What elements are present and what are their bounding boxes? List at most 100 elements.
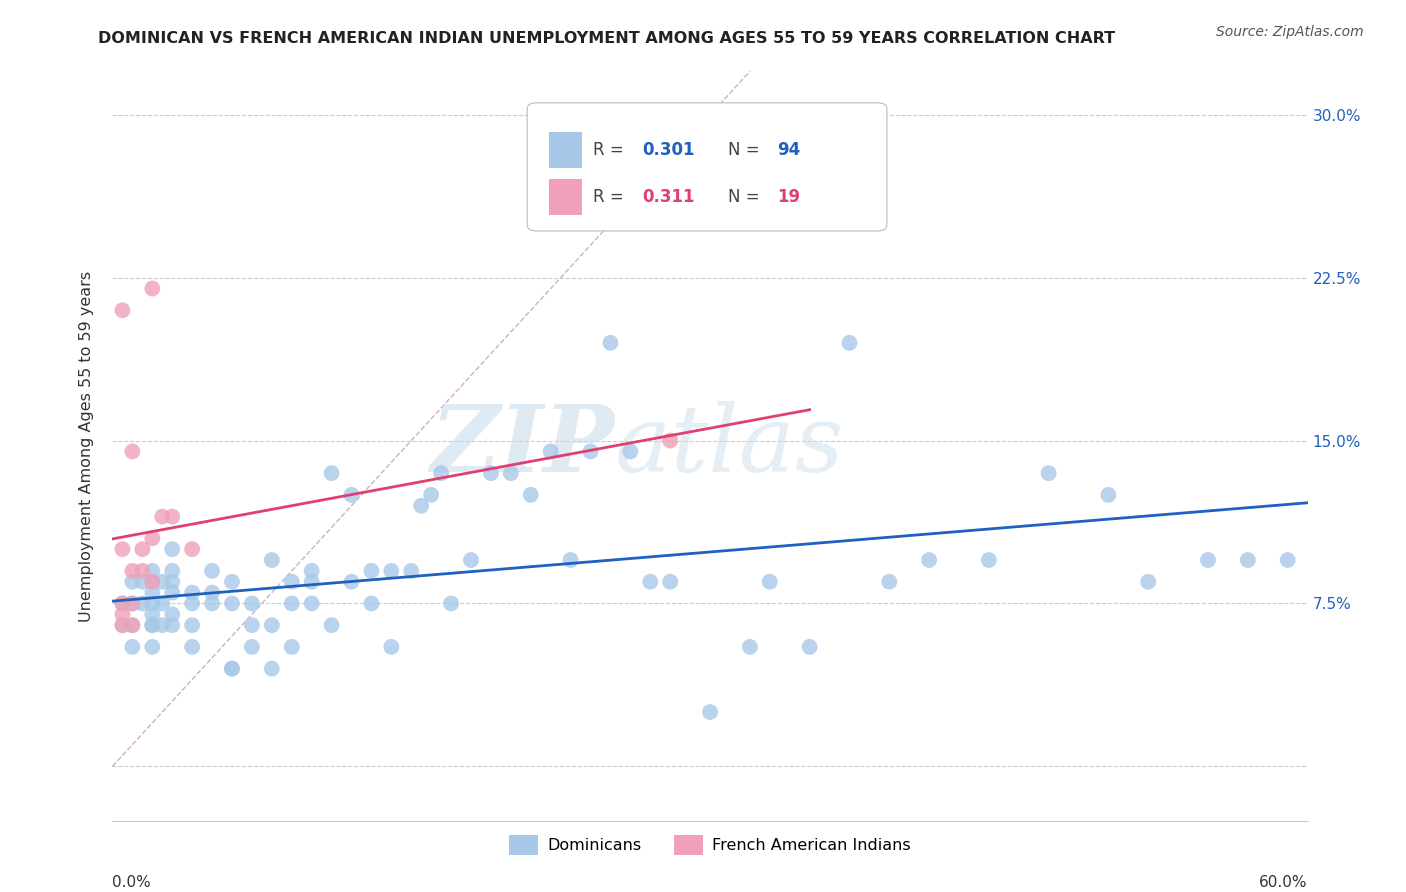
Point [1197,553,1219,567]
Point [111,607,134,622]
Point [360,564,382,578]
Point [201,597,224,611]
Point [260,553,283,567]
Point [599,335,621,350]
Point [738,640,761,654]
Point [977,553,1000,567]
Point [141,574,163,589]
Text: atlas: atlas [614,401,844,491]
Point [640,574,662,589]
Point [141,618,163,632]
Point [121,640,143,654]
Point [162,585,183,599]
Point [659,434,682,448]
Point [131,564,153,578]
Point [340,574,363,589]
Point [150,574,173,589]
Point [121,618,143,632]
Point [579,444,602,458]
Point [1038,466,1060,480]
Point [141,574,163,589]
Point [479,466,502,480]
Point [121,444,143,458]
Point [111,303,134,318]
Point [281,597,304,611]
Point [759,574,782,589]
Point [141,618,163,632]
Point [240,618,263,632]
Point [162,618,183,632]
Point [111,618,134,632]
Text: 19: 19 [778,188,800,206]
Point [181,618,204,632]
Point [560,553,582,567]
Point [918,553,941,567]
Point [181,585,204,599]
Text: 0.0%: 0.0% [112,875,152,890]
Point [321,466,343,480]
Point [131,597,153,611]
Text: R =: R = [593,141,628,159]
Point [141,531,163,545]
Point [1137,574,1160,589]
Point [121,597,143,611]
Text: ZIP: ZIP [430,401,614,491]
Point [619,444,641,458]
Point [111,542,134,557]
Point [111,597,134,611]
Y-axis label: Unemployment Among Ages 55 to 59 years: Unemployment Among Ages 55 to 59 years [79,270,94,622]
Point [240,597,263,611]
Text: 94: 94 [778,141,800,159]
Point [799,640,821,654]
Point [162,607,183,622]
Point [162,542,183,557]
Text: DOMINICAN VS FRENCH AMERICAN INDIAN UNEMPLOYMENT AMONG AGES 55 TO 59 YEARS CORRE: DOMINICAN VS FRENCH AMERICAN INDIAN UNEM… [98,31,1115,46]
Point [181,597,204,611]
Point [879,574,901,589]
Point [401,564,423,578]
Point [360,597,382,611]
Point [301,597,323,611]
Point [440,597,463,611]
Point [260,618,283,632]
Point [181,640,204,654]
Point [121,597,143,611]
Text: Source: ZipAtlas.com: Source: ZipAtlas.com [1216,25,1364,39]
Text: 60.0%: 60.0% [1260,875,1308,890]
Point [162,564,183,578]
Text: 0.311: 0.311 [643,188,695,206]
Point [141,585,163,599]
Point [699,705,721,719]
Point [380,564,402,578]
Point [540,444,562,458]
Point [131,574,153,589]
Point [1097,488,1119,502]
Point [301,564,323,578]
Point [121,564,143,578]
Point [221,662,243,676]
Point [201,585,224,599]
Text: N =: N = [728,141,765,159]
Point [162,509,183,524]
Point [221,662,243,676]
Point [141,640,163,654]
Point [141,564,163,578]
Point [281,574,304,589]
Point [460,553,482,567]
Point [1277,553,1299,567]
Point [201,564,224,578]
FancyBboxPatch shape [527,103,887,231]
Point [141,281,163,295]
Point [131,542,153,557]
Point [150,597,173,611]
Point [420,488,443,502]
Point [321,618,343,632]
Point [411,499,433,513]
Point [181,542,204,557]
Point [520,488,543,502]
Point [499,466,522,480]
Point [281,640,304,654]
Point [141,607,163,622]
Point [240,640,263,654]
Point [121,574,143,589]
